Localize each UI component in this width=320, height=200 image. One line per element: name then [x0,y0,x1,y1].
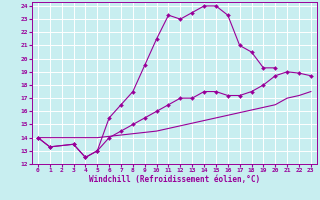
X-axis label: Windchill (Refroidissement éolien,°C): Windchill (Refroidissement éolien,°C) [89,175,260,184]
